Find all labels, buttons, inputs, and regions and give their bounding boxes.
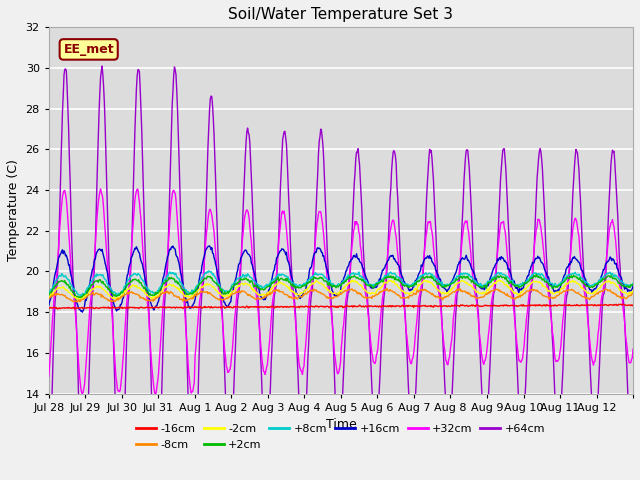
Title: Soil/Water Temperature Set 3: Soil/Water Temperature Set 3	[228, 7, 453, 22]
Y-axis label: Temperature (C): Temperature (C)	[7, 159, 20, 262]
Text: EE_met: EE_met	[63, 43, 114, 56]
Legend: -16cm, -8cm, -2cm, +2cm, +8cm, +16cm, +32cm, +64cm: -16cm, -8cm, -2cm, +2cm, +8cm, +16cm, +3…	[132, 420, 550, 454]
X-axis label: Time: Time	[326, 418, 356, 431]
